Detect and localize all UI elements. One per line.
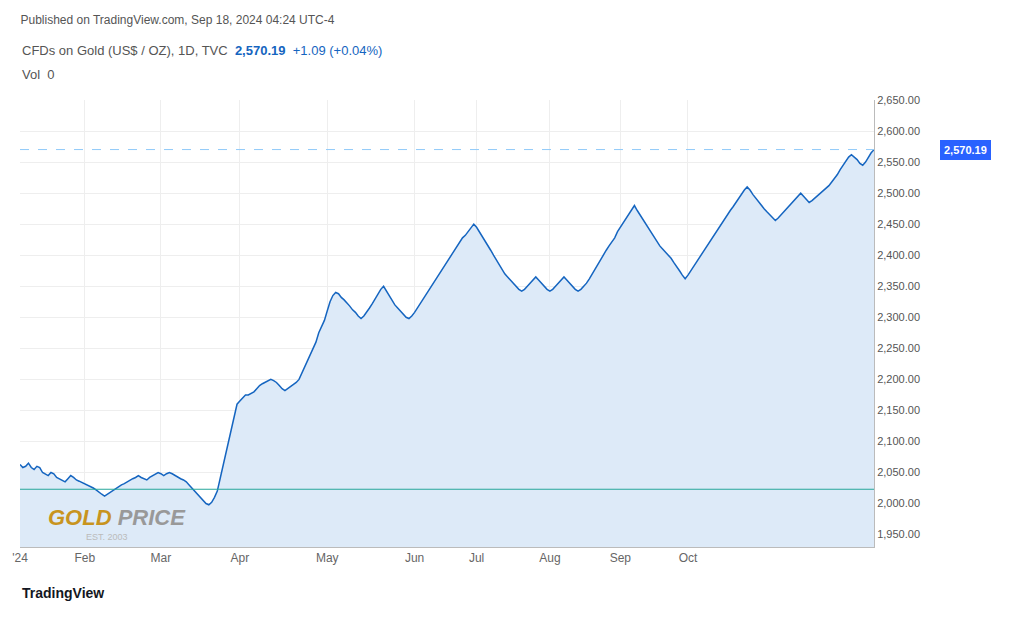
svg-text:2,000.00: 2,000.00 (877, 497, 920, 509)
svg-text:2,450.00: 2,450.00 (877, 218, 920, 230)
svg-text:2,350.00: 2,350.00 (877, 280, 920, 292)
svg-text:GOLD PRICE: GOLD PRICE (48, 505, 186, 530)
svg-text:Mar: Mar (151, 551, 172, 565)
svg-text:Sep: Sep (610, 551, 632, 565)
svg-text:Apr: Apr (230, 551, 249, 565)
svg-text:EST. 2003: EST. 2003 (86, 532, 128, 542)
svg-text:2,400.00: 2,400.00 (877, 249, 920, 261)
svg-text:2,100.00: 2,100.00 (877, 435, 920, 447)
svg-text:1,950.00: 1,950.00 (877, 528, 920, 540)
svg-text:Oct: Oct (679, 551, 698, 565)
svg-text:Feb: Feb (74, 551, 95, 565)
svg-text:2,250.00: 2,250.00 (877, 342, 920, 354)
svg-text:2,570.19: 2,570.19 (944, 144, 987, 156)
svg-text:TradingView: TradingView (22, 585, 104, 601)
svg-text:Jun: Jun (405, 551, 424, 565)
svg-text:2,600.00: 2,600.00 (877, 125, 920, 137)
svg-text:2,500.00: 2,500.00 (877, 187, 920, 199)
svg-text:2,650.00: 2,650.00 (877, 94, 920, 106)
svg-text:2,050.00: 2,050.00 (877, 466, 920, 478)
svg-text:May: May (316, 551, 339, 565)
svg-text:2,550.00: 2,550.00 (877, 156, 920, 168)
svg-text:Aug: Aug (539, 551, 560, 565)
svg-text:'24: '24 (12, 551, 28, 565)
svg-text:Published on TradingView.com,: Published on TradingView.com, Sep 18, 20… (20, 13, 334, 27)
svg-text:Jul: Jul (469, 551, 484, 565)
svg-text:CFDs on Gold (US$ / OZ), 1D, T: CFDs on Gold (US$ / OZ), 1D, TVC 2,570.1… (22, 43, 382, 58)
svg-text:2,150.00: 2,150.00 (877, 404, 920, 416)
svg-text:2,300.00: 2,300.00 (877, 311, 920, 323)
svg-text:Vol 0: Vol 0 (22, 67, 55, 82)
svg-text:2,200.00: 2,200.00 (877, 373, 920, 385)
